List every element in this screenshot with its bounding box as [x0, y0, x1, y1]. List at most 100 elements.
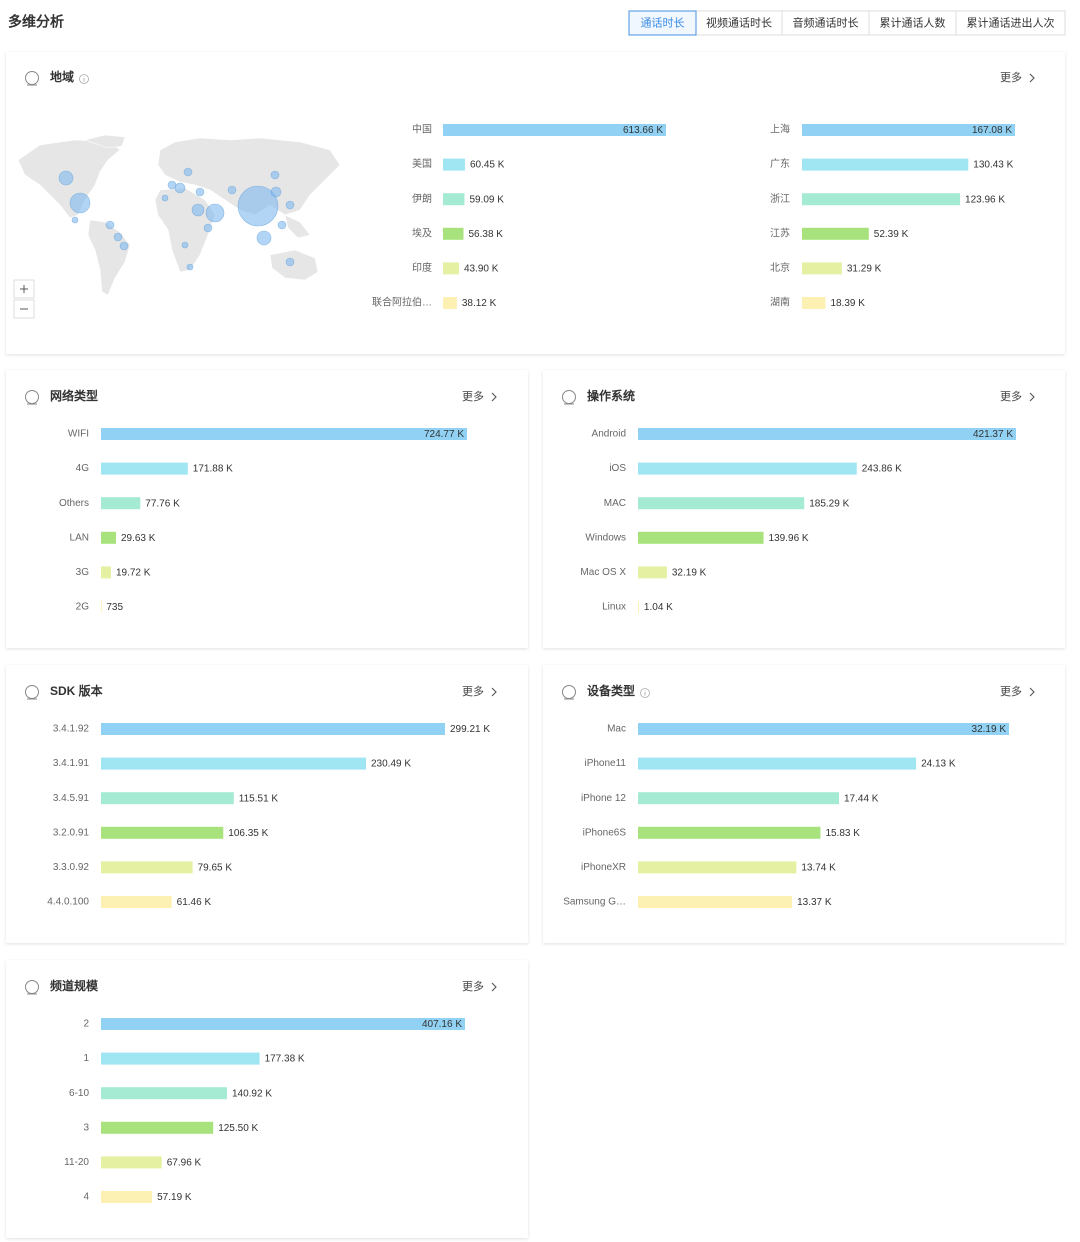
bar: [101, 1052, 260, 1065]
more-link[interactable]: 更多: [462, 684, 497, 698]
category-label: Linux: [602, 602, 626, 613]
category-label: 3.2.0.91: [53, 827, 90, 838]
value-label: 18.39 K: [830, 298, 865, 309]
bar: [101, 1191, 153, 1203]
value-label: 130.43 K: [973, 160, 1013, 171]
category-label: 2: [83, 1019, 89, 1030]
bar: [638, 428, 1016, 440]
category-label: 4.4.0.100: [47, 897, 89, 908]
bar: [443, 262, 459, 275]
more-arrow[interactable]: [1029, 73, 1035, 83]
bar: [101, 497, 141, 510]
category-label: iPhone6S: [583, 827, 627, 838]
more-arrow[interactable]: [1029, 392, 1035, 402]
value-label: 140.92 K: [232, 1088, 272, 1099]
panel-card: [6, 665, 528, 943]
bar: [443, 158, 465, 171]
value-label: 60.45 K: [470, 160, 505, 171]
bar: [101, 1018, 465, 1030]
value-label: 115.51 K: [239, 793, 279, 804]
category-label: iPhone 12: [581, 793, 626, 804]
category-label: Mac: [607, 724, 626, 735]
more-label[interactable]: 更多: [462, 979, 484, 993]
bar: [638, 497, 805, 510]
tab-label[interactable]: 视频通话时长: [706, 15, 772, 29]
more-arrow[interactable]: [491, 982, 497, 992]
panel: 频道规模 更多 2 407.16 K 1 177.38 K 6-10 140.92 K 3 125…: [6, 960, 528, 1238]
value-label: 407.16 K: [422, 1019, 462, 1030]
tab[interactable]: 视频通话时长: [695, 10, 783, 36]
panel-title: SDK 版本: [50, 683, 103, 698]
more-arrow[interactable]: [491, 392, 497, 402]
bar: [638, 792, 840, 805]
bar: [638, 531, 764, 544]
bar: [443, 124, 666, 136]
tab[interactable]: 累计通话人数: [868, 10, 957, 36]
bar: [802, 158, 969, 171]
bar: [802, 262, 842, 275]
value-label: 61.46 K: [177, 897, 212, 908]
value-label: 421.37 K: [973, 429, 1013, 440]
value-label: 24.13 K: [921, 759, 956, 770]
more-arrow[interactable]: [1029, 687, 1035, 697]
more-link[interactable]: 更多: [1000, 684, 1035, 698]
category-label: WIFI: [68, 429, 89, 440]
more-label[interactable]: 更多: [1000, 70, 1022, 84]
bar: [101, 1156, 162, 1169]
more-label[interactable]: 更多: [462, 389, 484, 403]
tab-label[interactable]: 音频通话时长: [793, 15, 859, 29]
more-label[interactable]: 更多: [1000, 684, 1022, 698]
bar: [638, 462, 857, 475]
bar: [101, 531, 116, 544]
more-link[interactable]: 更多: [1000, 389, 1035, 403]
tab-box[interactable]: [955, 10, 1066, 36]
category-label: iPhone11: [584, 758, 626, 769]
tab-label[interactable]: 累计通话进出人次: [967, 15, 1055, 29]
bar: [802, 297, 826, 309]
value-label: 59.09 K: [469, 194, 504, 205]
panel-card: [6, 370, 528, 648]
more-label[interactable]: 更多: [462, 684, 484, 698]
category-label: 江苏: [770, 226, 790, 239]
bar: [638, 861, 797, 874]
bar: [101, 896, 172, 908]
bar: [802, 227, 869, 240]
tab-label[interactable]: 通话时长: [641, 16, 685, 29]
more-link[interactable]: 更多: [462, 389, 497, 403]
bar: [802, 124, 1015, 136]
more-link[interactable]: 更多: [462, 979, 497, 993]
category-label: Windows: [585, 532, 626, 543]
category-label: 3.4.1.91: [53, 758, 90, 769]
more-link[interactable]: 更多: [1000, 70, 1035, 84]
category-label: 广东: [770, 157, 790, 170]
tab[interactable]: 通话时长: [628, 10, 697, 36]
bar: [638, 757, 917, 770]
bar: [101, 462, 188, 475]
panel: 设备类型 更多 Mac 32.19 K iPhone11 24.13 K iPhone 12…: [543, 665, 1065, 943]
bar: [443, 227, 464, 240]
panel-title: 网络类型: [50, 388, 98, 403]
tab[interactable]: 累计通话进出人次: [955, 10, 1066, 36]
category-label: 11-20: [64, 1157, 89, 1168]
panel-title: 频道规模: [50, 978, 99, 993]
value-label: 167.08 K: [972, 125, 1012, 136]
tab-box[interactable]: [695, 10, 783, 36]
bar: [101, 826, 224, 839]
value-label: 32.19 K: [672, 568, 707, 579]
value-label: 299.21 K: [450, 724, 490, 735]
bar: [443, 297, 457, 309]
tab-label[interactable]: 累计通话人数: [880, 16, 946, 29]
bar: [638, 566, 667, 579]
value-label: 31.29 K: [847, 264, 882, 275]
more-arrow[interactable]: [491, 687, 497, 697]
more-label[interactable]: 更多: [1000, 389, 1022, 403]
bar: [101, 792, 234, 805]
category-label: Samsung G…: [563, 897, 626, 908]
category-label: 印度: [412, 261, 432, 274]
tab[interactable]: 音频通话时长: [781, 10, 870, 36]
value-label: 79.65 K: [198, 863, 233, 874]
panel-card: [6, 960, 528, 1238]
category-label: 北京: [770, 261, 790, 274]
tab-box[interactable]: [781, 10, 870, 36]
category-label: 3G: [76, 567, 90, 578]
